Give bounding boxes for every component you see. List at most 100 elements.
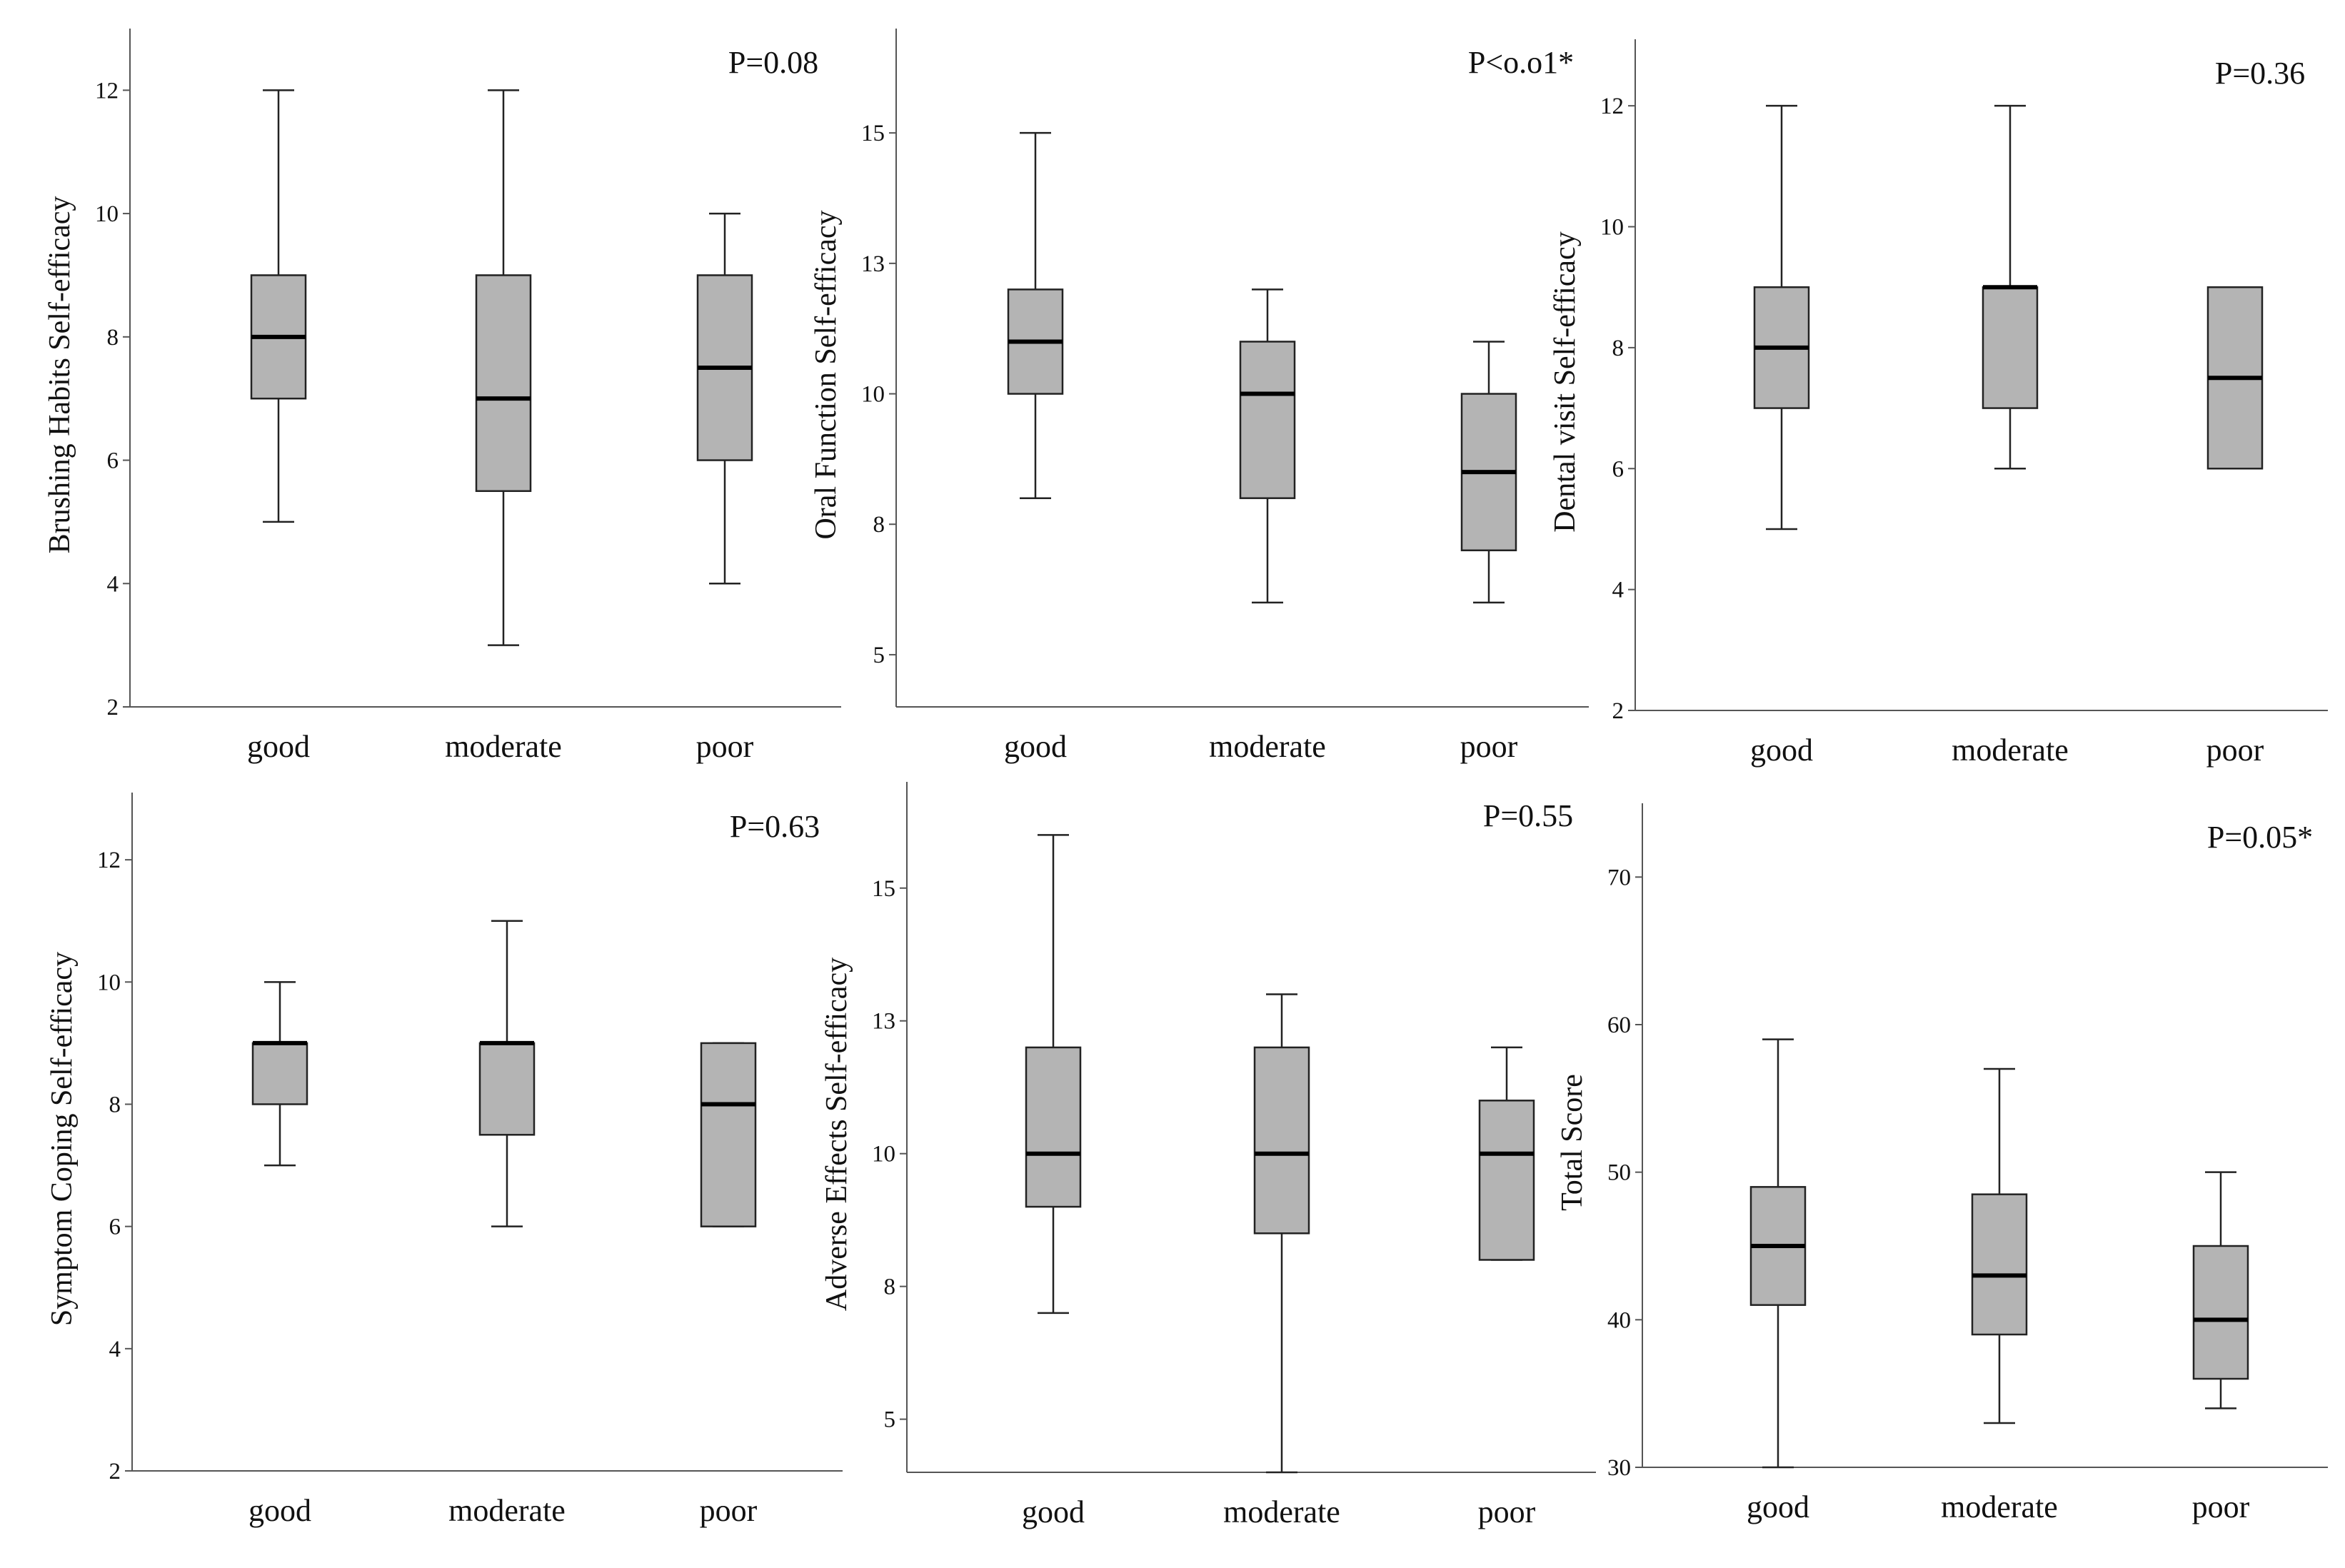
p-value-annotation: P=0.55 — [1483, 798, 1573, 833]
y-axis-title: Brushing Habits Self-efficacy — [44, 196, 76, 554]
y-tick-label: 40 — [1607, 1307, 1631, 1333]
x-tick-label: poor — [2192, 1489, 2250, 1524]
iqr-box — [1025, 1046, 1082, 1208]
y-tick-label: 6 — [107, 448, 119, 474]
box-moderate — [475, 89, 532, 646]
y-tick-label: 15 — [861, 121, 885, 146]
y-tick-label: 4 — [109, 1337, 121, 1362]
y-tick-label: 8 — [109, 1092, 121, 1117]
y-tick-label: 4 — [107, 571, 119, 597]
iqr-box — [1478, 1100, 1535, 1261]
chart-panel-3: 2 4 6 8 10 12 Dental visit Self-efficacy P=0.36… — [1549, 39, 2328, 768]
iqr-box — [700, 1042, 757, 1227]
chart-panel-6: 30 40 50 60 70 Total Score P=0.05* good moderate… — [1556, 803, 2328, 1524]
iqr-box — [1253, 1046, 1310, 1235]
y-axis-title: Total Score — [1556, 1074, 1589, 1211]
box-moderate — [1253, 993, 1310, 1474]
x-tick-label: poor — [1478, 1494, 1536, 1529]
y-tick-label: 8 — [107, 325, 119, 351]
y-tick-label: 6 — [109, 1215, 121, 1240]
y-tick-label: 12 — [97, 848, 121, 873]
y-tick-label: 5 — [884, 1407, 896, 1433]
box-good — [250, 89, 307, 523]
x-tick-label: good — [247, 729, 310, 764]
iqr-box — [475, 274, 532, 492]
chart-panel-5: 5 8 10 13 15 Adverse Effects Self-efficacy P=0… — [820, 782, 1596, 1529]
y-tick-label: 4 — [1612, 578, 1625, 603]
y-tick-label: 2 — [1612, 698, 1625, 724]
chart-panel-2: 5 8 10 13 15 Oral Function Self-efficacy P<o.o… — [810, 29, 1589, 764]
x-tick-label: good — [1022, 1494, 1085, 1529]
y-tick-label: 10 — [1600, 215, 1624, 241]
iqr-box — [1982, 286, 2039, 409]
y-tick-label: 50 — [1607, 1160, 1631, 1186]
y-tick-label: 13 — [872, 1009, 895, 1035]
box-moderate — [1971, 1067, 2028, 1424]
box-poor — [700, 1042, 757, 1227]
y-tick-label: 2 — [109, 1459, 121, 1484]
x-tick-label: poor — [2206, 733, 2264, 768]
y-tick-label: 10 — [872, 1142, 895, 1167]
p-value-annotation: P=0.05* — [2207, 820, 2313, 855]
x-tick-label: moderate — [1209, 729, 1326, 764]
box-moderate — [478, 920, 536, 1227]
x-tick-label: good — [1747, 1489, 1809, 1524]
y-axis-title: Adverse Effects Self-efficacy — [820, 958, 853, 1311]
x-tick-label: good — [1750, 733, 1813, 768]
x-tick-label: moderate — [1941, 1489, 2058, 1524]
chart-panel-4: 2 4 6 8 10 12 Symptom Coping Self-efficacy P=0.… — [46, 793, 843, 1528]
iqr-box — [2192, 1245, 2249, 1380]
y-axis-title: Symptom Coping Self-efficacy — [46, 952, 79, 1326]
box-poor — [1478, 1046, 1535, 1261]
iqr-box — [1971, 1193, 2028, 1336]
x-tick-label: moderate — [1952, 733, 2069, 768]
chart-panel-1: 2 4 6 8 10 12 Brushing Habits Self-efficacy P=0… — [44, 29, 841, 764]
x-tick-label: moderate — [445, 729, 562, 764]
y-tick-label: 70 — [1607, 865, 1631, 890]
box-moderate — [1239, 288, 1296, 604]
box-moderate — [1982, 104, 2039, 470]
y-tick-label: 6 — [1612, 456, 1625, 482]
p-value-annotation: P=0.63 — [730, 809, 820, 844]
box-good — [1753, 104, 1810, 531]
y-tick-label: 60 — [1607, 1012, 1631, 1038]
y-tick-label: 30 — [1607, 1455, 1631, 1481]
x-tick-label: moderate — [448, 1493, 566, 1528]
p-value-annotation: P=0.08 — [728, 45, 818, 80]
iqr-box — [251, 1042, 308, 1105]
p-value-annotation: P=0.36 — [2215, 56, 2305, 91]
box-poor — [1460, 341, 1517, 604]
y-tick-label: 5 — [873, 643, 885, 668]
x-tick-label: poor — [1460, 729, 1518, 764]
box-good — [251, 981, 308, 1167]
box-poor — [2192, 1171, 2249, 1409]
x-tick-label: poor — [700, 1493, 758, 1528]
box-good — [1007, 131, 1064, 499]
y-tick-label: 10 — [861, 382, 885, 408]
y-tick-label: 15 — [872, 876, 895, 902]
y-axis-title: Oral Function Self-efficacy — [810, 210, 843, 539]
y-tick-label: 12 — [1600, 94, 1624, 119]
box-poor — [696, 212, 753, 585]
y-tick-label: 10 — [97, 970, 121, 995]
iqr-box — [1239, 341, 1296, 499]
y-tick-label: 13 — [861, 251, 885, 277]
p-value-annotation: P<o.o1* — [1468, 45, 1574, 80]
x-tick-label: moderate — [1223, 1494, 1340, 1529]
box-good — [1025, 834, 1082, 1315]
y-tick-label: 8 — [873, 512, 885, 538]
y-tick-label: 2 — [107, 695, 119, 720]
y-tick-label: 8 — [884, 1275, 896, 1300]
box-poor — [2206, 286, 2264, 470]
box-good — [1749, 1038, 1807, 1469]
y-axis-title: Dental visit Self-efficacy — [1549, 231, 1582, 532]
y-tick-label: 10 — [95, 201, 119, 227]
x-tick-label: poor — [696, 729, 754, 764]
x-tick-label: good — [1004, 729, 1067, 764]
y-tick-label: 8 — [1612, 336, 1625, 361]
iqr-box — [478, 1042, 536, 1136]
y-tick-label: 12 — [95, 78, 119, 104]
x-tick-label: good — [248, 1493, 311, 1528]
